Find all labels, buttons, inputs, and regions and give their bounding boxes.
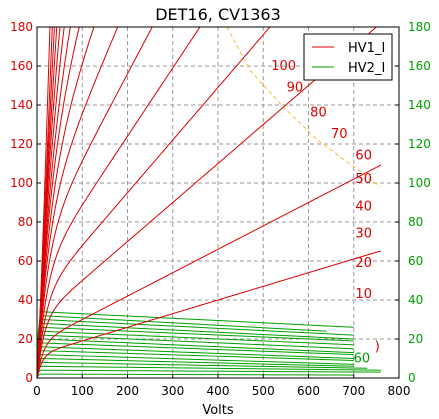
hv2-series-line: [37, 357, 354, 378]
y-tick-label-right: 80: [408, 215, 423, 229]
hv1-series-line: [37, 27, 80, 378]
legend-label: HV2_I: [348, 61, 385, 76]
hv1-curve-label: 50: [355, 172, 372, 187]
hv1-curve-label: ): [375, 340, 380, 355]
x-tick-label: 400: [207, 384, 230, 398]
y-tick-label-right: 60: [408, 254, 423, 268]
y-tick-label-left: 140: [10, 98, 33, 112]
y-tick-label-left: 60: [18, 254, 33, 268]
x-tick-label: 200: [116, 384, 139, 398]
hv1-curve-label: 10: [355, 287, 372, 302]
envelope-line: [226, 27, 382, 188]
y-tick-label-left: 80: [18, 215, 33, 229]
y-tick-label-left: 20: [18, 332, 33, 346]
y-tick-label-right: 20: [408, 332, 423, 346]
legend: HV1_I HV2_I: [303, 33, 393, 81]
y-tick-label-left: 40: [18, 293, 33, 307]
x-tick-label: 300: [161, 384, 184, 398]
hv1-curve-label: 90: [287, 80, 304, 95]
label-layer: 100 90 80 70 60 50 40 30 20 10) 60: [271, 59, 380, 366]
y-tick-label-left: 100: [10, 176, 33, 190]
hv2-series-line: [37, 369, 381, 378]
y-tick-label-left: 160: [10, 59, 33, 73]
hv1-series-line: [37, 27, 201, 378]
x-tick-label: 800: [388, 384, 411, 398]
hv1-series-line: [37, 250, 382, 378]
grid: [37, 27, 399, 378]
x-tick-label: 600: [297, 384, 320, 398]
hv1-series-line: [37, 164, 382, 378]
hv2-series-line: [37, 315, 327, 378]
hv1-curve-label: 20: [355, 256, 372, 271]
hv2-series-line: [37, 338, 354, 378]
envelope-layer: [226, 27, 382, 188]
hv1-curve-label: 30: [355, 227, 372, 242]
hv2-series-line: [37, 330, 354, 378]
hv1-curve-label: 40: [355, 199, 372, 214]
hv2-series-line: [37, 373, 354, 378]
hv1-curve-label: 100: [271, 59, 296, 74]
hv2-series-line: [37, 350, 354, 378]
y-tick-label-right: 180: [408, 20, 431, 34]
hv1-series-line: [37, 27, 271, 378]
hv2-series-line: [37, 342, 354, 378]
y-tick-label-right: 0: [408, 371, 416, 385]
hv1-curve-label: 80: [310, 106, 327, 121]
hv2-series-line: [37, 346, 354, 378]
y-tick-label-right: 40: [408, 293, 423, 307]
x-tick-label: 0: [33, 384, 41, 398]
hv1-series-line: [37, 27, 153, 378]
hv2-series-line: [37, 361, 368, 378]
x-tick-label: 500: [252, 384, 275, 398]
y-tick-label-left: 120: [10, 137, 33, 151]
hv2-layer: [37, 311, 381, 378]
y-tick-label-right: 120: [408, 137, 431, 151]
hv1-series-line: [37, 27, 95, 378]
hv1-series-line: [37, 27, 119, 378]
x-tick-label: 700: [342, 384, 365, 398]
hv2-curve-label: 60: [354, 351, 371, 366]
x-axis-label: Volts: [202, 403, 234, 415]
y-tick-label-right: 100: [408, 176, 431, 190]
legend-box: [303, 33, 393, 81]
hv2-series-line: [37, 354, 354, 378]
x-tick-label: 100: [71, 384, 94, 398]
hv1-curve-label: 70: [331, 127, 348, 142]
y-tick-label-right: 160: [408, 59, 431, 73]
legend-label: HV1_I: [348, 41, 385, 56]
y-tick-label-right: 140: [408, 98, 431, 112]
hv2-series-line: [37, 311, 354, 378]
hv2-series-line: [37, 318, 354, 378]
y-tick-label-left: 0: [25, 371, 33, 385]
hv2-series-line: [37, 365, 381, 378]
chart-title: DET16, CV1363: [155, 5, 281, 24]
hv2-series-line: [37, 326, 354, 378]
hv2-series-line: [37, 334, 354, 378]
y-tick-label-left: 180: [10, 20, 33, 34]
hv2-series-line: [37, 322, 354, 378]
hv1-curve-label: 60: [355, 149, 372, 164]
